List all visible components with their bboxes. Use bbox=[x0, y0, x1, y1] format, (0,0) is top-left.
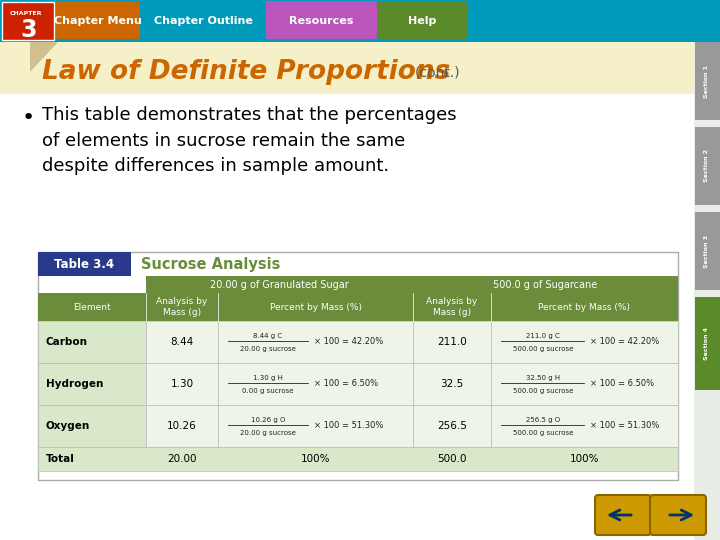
Text: 0.00 g sucrose: 0.00 g sucrose bbox=[242, 388, 294, 394]
Text: Analysis by
Mass (g): Analysis by Mass (g) bbox=[426, 297, 477, 317]
FancyBboxPatch shape bbox=[0, 42, 694, 94]
FancyBboxPatch shape bbox=[266, 1, 377, 39]
FancyBboxPatch shape bbox=[146, 363, 218, 405]
Text: 500.0 g of Sugarcane: 500.0 g of Sugarcane bbox=[493, 280, 598, 289]
FancyBboxPatch shape bbox=[218, 321, 413, 363]
Text: Section 3: Section 3 bbox=[704, 234, 709, 267]
Text: × 100 = 6.50%: × 100 = 6.50% bbox=[590, 380, 654, 388]
FancyBboxPatch shape bbox=[38, 252, 678, 480]
Text: Oxygen: Oxygen bbox=[46, 421, 90, 431]
FancyBboxPatch shape bbox=[650, 495, 706, 535]
FancyBboxPatch shape bbox=[2, 2, 54, 40]
Text: Resources: Resources bbox=[289, 16, 354, 26]
Text: × 100 = 42.20%: × 100 = 42.20% bbox=[314, 338, 383, 347]
Text: 32.50 g H: 32.50 g H bbox=[526, 375, 560, 381]
FancyBboxPatch shape bbox=[146, 321, 218, 363]
Text: Hydrogen: Hydrogen bbox=[46, 379, 104, 389]
FancyBboxPatch shape bbox=[695, 42, 720, 120]
FancyBboxPatch shape bbox=[491, 321, 678, 363]
Text: Section 4: Section 4 bbox=[704, 327, 709, 360]
Polygon shape bbox=[30, 42, 58, 72]
Text: 1.30: 1.30 bbox=[171, 379, 194, 389]
Text: 3: 3 bbox=[20, 18, 37, 42]
FancyBboxPatch shape bbox=[695, 297, 720, 390]
Text: × 100 = 42.20%: × 100 = 42.20% bbox=[590, 338, 660, 347]
Text: Element: Element bbox=[73, 302, 111, 312]
Text: 8.44 g C: 8.44 g C bbox=[253, 333, 282, 339]
FancyBboxPatch shape bbox=[38, 447, 678, 471]
Text: 500.0: 500.0 bbox=[437, 454, 467, 464]
Text: Section 2: Section 2 bbox=[704, 150, 709, 183]
FancyBboxPatch shape bbox=[413, 276, 678, 293]
Text: 256.5: 256.5 bbox=[437, 421, 467, 431]
FancyBboxPatch shape bbox=[413, 405, 491, 447]
FancyBboxPatch shape bbox=[695, 127, 720, 205]
Text: 211.0: 211.0 bbox=[437, 337, 467, 347]
Text: •: • bbox=[22, 108, 35, 128]
Text: Chapter Menu: Chapter Menu bbox=[54, 16, 142, 26]
Text: Analysis by
Mass (g): Analysis by Mass (g) bbox=[156, 297, 207, 317]
Text: 32.5: 32.5 bbox=[441, 379, 464, 389]
FancyBboxPatch shape bbox=[146, 276, 413, 293]
Text: 1.30 g H: 1.30 g H bbox=[253, 375, 283, 381]
Text: × 100 = 6.50%: × 100 = 6.50% bbox=[314, 380, 378, 388]
Text: Total: Total bbox=[46, 454, 75, 464]
Text: 100%: 100% bbox=[301, 454, 330, 464]
Text: Percent by Mass (%): Percent by Mass (%) bbox=[539, 302, 631, 312]
Text: 10.26 g O: 10.26 g O bbox=[251, 417, 285, 423]
Text: 500.00 g sucrose: 500.00 g sucrose bbox=[513, 388, 573, 394]
Text: This table demonstrates that the percentages
of elements in sucrose remain the s: This table demonstrates that the percent… bbox=[42, 106, 456, 176]
FancyBboxPatch shape bbox=[218, 363, 413, 405]
FancyBboxPatch shape bbox=[0, 42, 694, 540]
FancyBboxPatch shape bbox=[146, 405, 218, 447]
FancyBboxPatch shape bbox=[595, 495, 651, 535]
Text: 20.00 g sucrose: 20.00 g sucrose bbox=[240, 429, 296, 435]
Text: CHAPTER: CHAPTER bbox=[10, 11, 42, 16]
FancyBboxPatch shape bbox=[378, 1, 467, 39]
Text: Table 3.4: Table 3.4 bbox=[55, 258, 114, 271]
Text: Law of Definite Proportions: Law of Definite Proportions bbox=[42, 59, 451, 85]
Text: Section 1: Section 1 bbox=[704, 64, 709, 98]
FancyBboxPatch shape bbox=[38, 405, 146, 447]
FancyBboxPatch shape bbox=[141, 1, 265, 39]
Text: 20.00: 20.00 bbox=[167, 454, 197, 464]
Text: 20.00 g of Granulated Sugar: 20.00 g of Granulated Sugar bbox=[210, 280, 349, 289]
FancyBboxPatch shape bbox=[38, 252, 131, 276]
Text: × 100 = 51.30%: × 100 = 51.30% bbox=[590, 422, 660, 430]
Text: 20.00 g sucrose: 20.00 g sucrose bbox=[240, 346, 296, 352]
Text: 256.5 g O: 256.5 g O bbox=[526, 417, 560, 423]
FancyBboxPatch shape bbox=[413, 321, 491, 363]
Text: Help: Help bbox=[408, 16, 437, 26]
Text: (cont.): (cont.) bbox=[415, 65, 461, 79]
FancyBboxPatch shape bbox=[695, 212, 720, 290]
Text: 8.44: 8.44 bbox=[171, 337, 194, 347]
Text: Percent by Mass (%): Percent by Mass (%) bbox=[269, 302, 361, 312]
FancyBboxPatch shape bbox=[0, 0, 720, 42]
Text: 10.26: 10.26 bbox=[167, 421, 197, 431]
Text: 100%: 100% bbox=[570, 454, 599, 464]
Text: Carbon: Carbon bbox=[46, 337, 88, 347]
Text: 500.00 g sucrose: 500.00 g sucrose bbox=[513, 429, 573, 435]
FancyBboxPatch shape bbox=[38, 293, 678, 321]
FancyBboxPatch shape bbox=[413, 363, 491, 405]
Text: 500.00 g sucrose: 500.00 g sucrose bbox=[513, 346, 573, 352]
Text: Chapter Outline: Chapter Outline bbox=[153, 16, 253, 26]
Text: 211.0 g C: 211.0 g C bbox=[526, 333, 560, 339]
FancyBboxPatch shape bbox=[38, 321, 146, 363]
FancyBboxPatch shape bbox=[491, 405, 678, 447]
FancyBboxPatch shape bbox=[218, 405, 413, 447]
Text: Sucrose Analysis: Sucrose Analysis bbox=[141, 256, 280, 272]
FancyBboxPatch shape bbox=[38, 363, 146, 405]
Text: × 100 = 51.30%: × 100 = 51.30% bbox=[314, 422, 383, 430]
FancyBboxPatch shape bbox=[491, 363, 678, 405]
FancyBboxPatch shape bbox=[56, 1, 140, 39]
